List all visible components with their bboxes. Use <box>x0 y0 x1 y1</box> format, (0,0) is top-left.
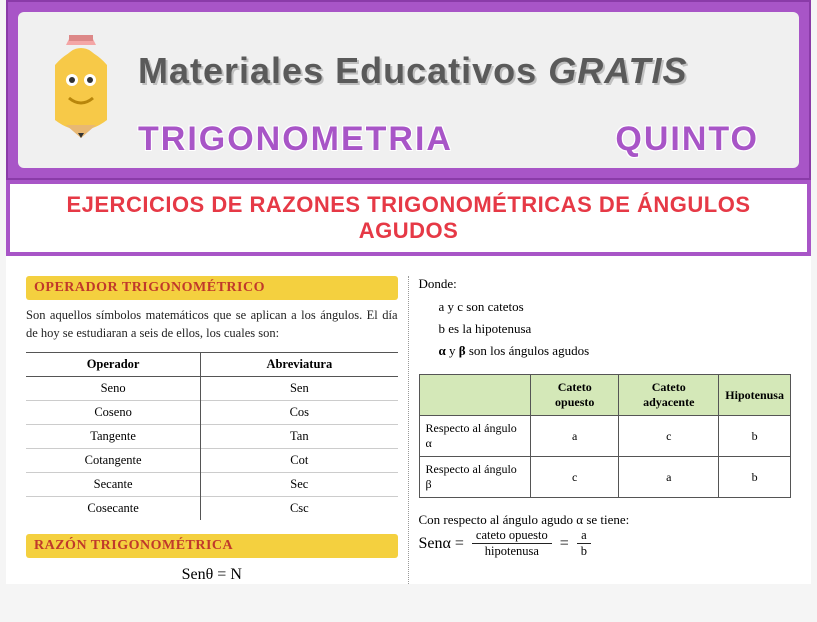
donde-line1: a y c son catetos <box>439 296 792 318</box>
tri-cell: b <box>719 457 791 498</box>
ops-col1: Operador <box>26 353 201 377</box>
tri-r2-label: Respecto al ángulo β <box>419 457 531 498</box>
y-connector: y <box>446 343 459 358</box>
tri-h2: Cateto adyacente <box>619 375 719 416</box>
table-row: CosenoCos <box>26 401 398 425</box>
fraction1: cateto opuesto hipotenusa <box>472 528 552 559</box>
alpha-symbol: α <box>439 343 446 358</box>
tri-cell: a <box>619 457 719 498</box>
ab-cell: Cos <box>201 401 398 425</box>
table-row: CotangenteCot <box>26 449 398 473</box>
ops-col2: Abreviatura <box>201 353 398 377</box>
donde-line2: b es la hipotenusa <box>439 318 792 340</box>
formula-lhs: Senα = <box>419 535 464 553</box>
table-row: Respecto al ángulo α a c b <box>419 416 791 457</box>
ab-cell: Sec <box>201 473 398 497</box>
content: OPERADOR TRIGONOMÉTRICO Son aquellos sím… <box>6 256 811 584</box>
ab-cell: Cot <box>201 449 398 473</box>
op-cell: Coseno <box>26 401 201 425</box>
pencil-mascot-icon <box>36 30 126 140</box>
banner-title-gratis: GRATIS <box>548 50 687 91</box>
tri-cell: b <box>719 416 791 457</box>
op-cell: Seno <box>26 377 201 401</box>
table-row: Operador Abreviatura <box>26 353 398 377</box>
table-row: TangenteTan <box>26 425 398 449</box>
banner: Materiales Educativos GRATIS TRIGONOMETR… <box>6 0 811 180</box>
op-cell: Tangente <box>26 425 201 449</box>
donde-list: a y c son catetos b es la hipotenusa α y… <box>419 296 792 362</box>
page: Materiales Educativos GRATIS TRIGONOMETR… <box>6 0 811 584</box>
left-column: OPERADOR TRIGONOMÉTRICO Son aquellos sím… <box>16 276 409 584</box>
op-cell: Cotangente <box>26 449 201 473</box>
ab-cell: Csc <box>201 497 398 521</box>
tri-r1-label: Respecto al ángulo α <box>419 416 531 457</box>
table-row: CosecanteCsc <box>26 497 398 521</box>
beta-symbol: β <box>459 343 466 358</box>
topic-bar: EJERCICIOS DE RAZONES TRIGONOMÉTRICAS DE… <box>6 180 811 256</box>
frac-num: cateto opuesto <box>472 528 552 544</box>
tri-cell: c <box>619 416 719 457</box>
con-respecto: Con respecto al ángulo agudo α se tiene: <box>419 512 792 528</box>
op-cell: Secante <box>26 473 201 497</box>
fraction2: a b <box>577 528 591 559</box>
frac-den: hipotenusa <box>472 544 552 559</box>
tri-h1: Cateto opuesto <box>531 375 619 416</box>
table-row: SenoSen <box>26 377 398 401</box>
formula-lhs: Senθ = <box>182 566 227 584</box>
frac-num: a <box>577 528 591 544</box>
tri-cell: c <box>531 457 619 498</box>
equals: = <box>560 535 569 553</box>
banner-grade: QUINTO <box>615 120 759 159</box>
operators-table: Operador Abreviatura SenoSen CosenoCos T… <box>26 352 398 520</box>
right-column: Donde: a y c son catetos b es la hipoten… <box>409 276 802 584</box>
table-row: Respecto al ángulo β c a b <box>419 457 791 498</box>
tri-h3: Hipotenusa <box>719 375 791 416</box>
banner-subject: TRIGONOMETRIA <box>138 120 453 159</box>
formula-rhs: N <box>230 566 242 584</box>
donde-line3: α y β son los ángulos agudos <box>439 340 792 362</box>
section2-heading: RAZÓN TRIGONOMÉTRICA <box>26 534 398 558</box>
ab-cell: Tan <box>201 425 398 449</box>
donde-label: Donde: <box>419 276 792 292</box>
op-cell: Cosecante <box>26 497 201 521</box>
blank-header <box>419 375 531 416</box>
triangle-table: Cateto opuesto Cateto adyacente Hipotenu… <box>419 374 792 498</box>
tri-cell: a <box>531 416 619 457</box>
section2-formula: Senθ = N <box>26 566 398 584</box>
table-row: SecanteSec <box>26 473 398 497</box>
sen-formula: Senα = cateto opuesto hipotenusa = a b <box>419 528 792 559</box>
section1-intro: Son aquellos símbolos matemáticos que se… <box>26 306 398 342</box>
line3-rest: son los ángulos agudos <box>466 343 590 358</box>
banner-title: Materiales Educativos GRATIS <box>138 50 688 92</box>
banner-title-main: Materiales Educativos <box>138 50 537 91</box>
banner-inner: Materiales Educativos GRATIS TRIGONOMETR… <box>18 12 799 168</box>
ab-cell: Sen <box>201 377 398 401</box>
section1-heading: OPERADOR TRIGONOMÉTRICO <box>26 276 398 300</box>
table-row: Cateto opuesto Cateto adyacente Hipotenu… <box>419 375 791 416</box>
frac-den: b <box>577 544 591 559</box>
